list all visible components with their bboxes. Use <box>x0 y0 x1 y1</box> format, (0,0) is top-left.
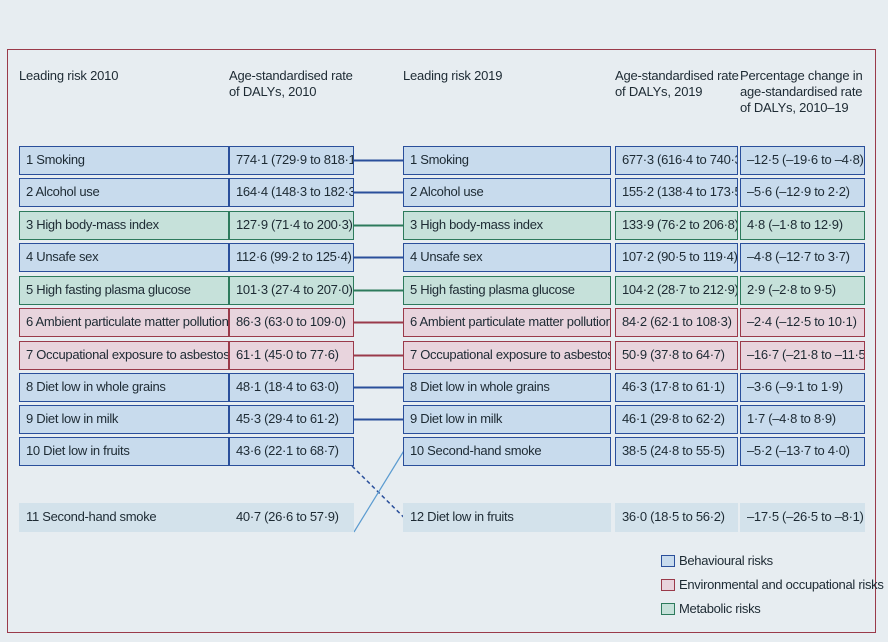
change-cell: –4·8 (–12·7 to 3·7) <box>740 243 865 272</box>
risk-2019-cell: 4 Unsafe sex <box>403 243 611 272</box>
change-cell: –17·5 (–26·5 to –8·1) <box>740 503 865 532</box>
change-cell: –16·7 (–21·8 to –11·5) <box>740 341 865 370</box>
risk-2019-cell: 1 Smoking <box>403 146 611 175</box>
rate-2019-cell: 38·5 (24·8 to 55·5) <box>615 437 738 466</box>
change-cell: –5·2 (–13·7 to 4·0) <box>740 437 865 466</box>
rate-2019-cell: 133·9 (76·2 to 206·8) <box>615 211 738 240</box>
header-pct-line1: Percentage change in <box>740 68 863 83</box>
legend-swatch-env <box>661 579 675 591</box>
rate-2019-cell: 104·2 (28·7 to 212·9) <box>615 276 738 305</box>
connector-line <box>353 448 406 533</box>
header-rate-2019-line2: of DALYs, 2019 <box>615 84 703 99</box>
header-pct-line2: age-standardised rate <box>740 84 863 99</box>
change-cell: 2·9 (–2·8 to 9·5) <box>740 276 865 305</box>
rate-2019-cell: 46·3 (17·8 to 61·1) <box>615 373 738 402</box>
risk-2010-cell: 7 Occupational exposure to asbestos <box>19 341 229 370</box>
rate-2019-cell: 84·2 (62·1 to 108·3) <box>615 308 738 337</box>
risk-2010-cell: 6 Ambient particulate matter pollution <box>19 308 229 337</box>
header-pct-line3: of DALYs, 2010–19 <box>740 100 849 115</box>
risk-2019-cell: 7 Occupational exposure to asbestos <box>403 341 611 370</box>
change-cell: 1·7 (–4·8 to 8·9) <box>740 405 865 434</box>
header-leading-2019: Leading risk 2019 <box>403 68 503 83</box>
rate-2010-cell: 127·9 (71·4 to 200·3) <box>229 211 354 240</box>
risk-2010-cell: 4 Unsafe sex <box>19 243 229 272</box>
rate-2019-cell: 677·3 (616·4 to 740·3) <box>615 146 738 175</box>
header-leading-2010: Leading risk 2010 <box>19 68 119 83</box>
risk-2010-cell: 9 Diet low in milk <box>19 405 229 434</box>
rate-2010-cell: 101·3 (27·4 to 207·0) <box>229 276 354 305</box>
rate-2010-cell: 86·3 (63·0 to 109·0) <box>229 308 354 337</box>
legend-label-metab: Metabolic risks <box>679 601 761 616</box>
legend-swatch-metab <box>661 603 675 615</box>
legend-label-env: Environmental and occupational risks <box>679 577 884 592</box>
rate-2010-cell: 774·1 (729·9 to 818·1) <box>229 146 354 175</box>
rate-2019-cell: 50·9 (37·8 to 64·7) <box>615 341 738 370</box>
rate-2010-cell: 45·3 (29·4 to 61·2) <box>229 405 354 434</box>
legend-swatch-behav <box>661 555 675 567</box>
header-rate-2010-line2: of DALYs, 2010 <box>229 84 317 99</box>
change-cell: –2·4 (–12·5 to 10·1) <box>740 308 865 337</box>
risk-2010-cell: 10 Diet low in fruits <box>19 437 229 466</box>
change-cell: –5·6 (–12·9 to 2·2) <box>740 178 865 207</box>
header-rate-2010-line1: Age-standardised rate <box>229 68 353 83</box>
risk-2010-cell: 3 High body-mass index <box>19 211 229 240</box>
header-rate-2019-line1: Age-standardised rate <box>615 68 739 83</box>
change-cell: 4·8 (–1·8 to 12·9) <box>740 211 865 240</box>
connector-line <box>351 465 405 519</box>
change-cell: –3·6 (–9·1 to 1·9) <box>740 373 865 402</box>
risk-2019-cell: 3 High body-mass index <box>403 211 611 240</box>
risk-2019-cell: 6 Ambient particulate matter pollution <box>403 308 611 337</box>
risk-2019-cell: 12 Diet low in fruits <box>403 503 611 532</box>
rate-2010-cell: 43·6 (22·1 to 68·7) <box>229 437 354 466</box>
change-cell: –12·5 (–19·6 to –4·8) <box>740 146 865 175</box>
rate-2010-cell: 164·4 (148·3 to 182·3) <box>229 178 354 207</box>
rate-2010-cell: 112·6 (99·2 to 125·4) <box>229 243 354 272</box>
risk-2010-cell: 5 High fasting plasma glucose <box>19 276 229 305</box>
risk-2010-cell: 11 Second-hand smoke <box>19 503 229 532</box>
rate-2010-cell: 61·1 (45·0 to 77·6) <box>229 341 354 370</box>
header-percentage-change: Percentage change in age-standardised ra… <box>740 68 863 116</box>
rate-2019-cell: 155·2 (138·4 to 173·5) <box>615 178 738 207</box>
rate-2010-cell: 48·1 (18·4 to 63·0) <box>229 373 354 402</box>
rate-2019-cell: 107·2 (90·5 to 119·4) <box>615 243 738 272</box>
rate-2019-cell: 46·1 (29·8 to 62·2) <box>615 405 738 434</box>
risk-2010-cell: 8 Diet low in whole grains <box>19 373 229 402</box>
rate-2019-cell: 36·0 (18·5 to 56·2) <box>615 503 738 532</box>
legend-label-behav: Behavioural risks <box>679 553 773 568</box>
risk-2019-cell: 5 High fasting plasma glucose <box>403 276 611 305</box>
rate-2010-cell: 40·7 (26·6 to 57·9) <box>229 503 354 532</box>
risk-2010-cell: 2 Alcohol use <box>19 178 229 207</box>
risk-2019-cell: 10 Second-hand smoke <box>403 437 611 466</box>
header-rate-2019: Age-standardised rate of DALYs, 2019 <box>615 68 739 100</box>
risk-2019-cell: 2 Alcohol use <box>403 178 611 207</box>
header-rate-2010: Age-standardised rate of DALYs, 2010 <box>229 68 353 100</box>
risk-2019-cell: 9 Diet low in milk <box>403 405 611 434</box>
risk-2019-cell: 8 Diet low in whole grains <box>403 373 611 402</box>
risk-2010-cell: 1 Smoking <box>19 146 229 175</box>
